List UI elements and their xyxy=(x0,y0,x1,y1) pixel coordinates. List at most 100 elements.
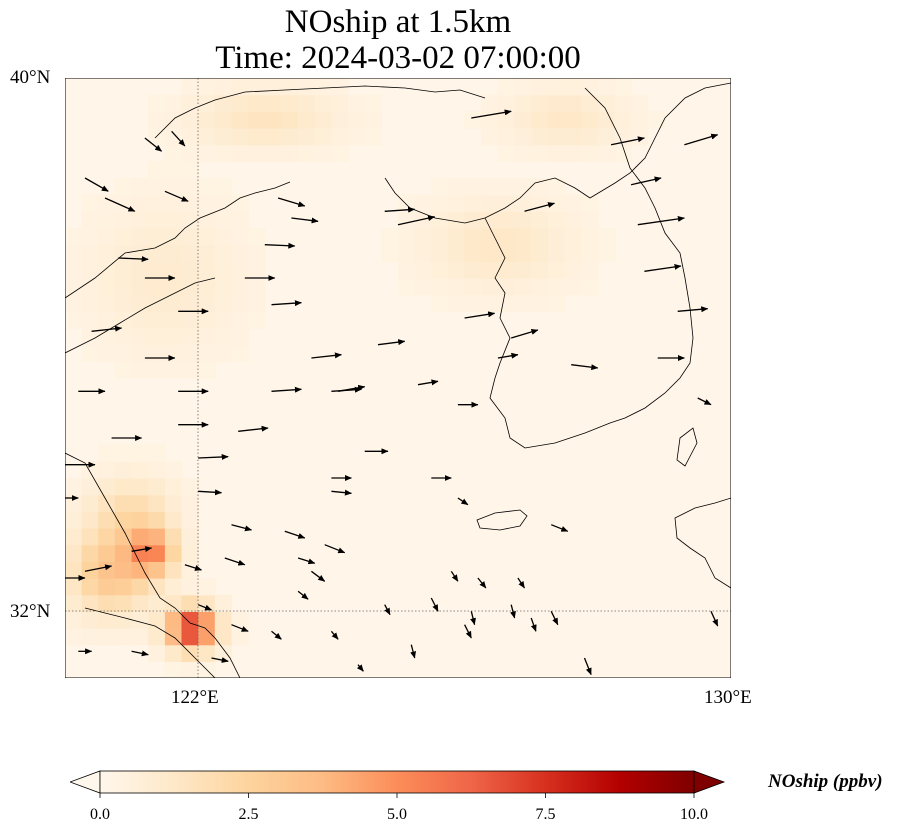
heat-cell xyxy=(481,211,499,229)
heat-cell xyxy=(614,78,632,96)
heat-cell xyxy=(447,294,466,312)
heat-cell xyxy=(198,328,216,346)
heat-cell xyxy=(581,111,599,129)
heat-cell xyxy=(481,228,499,246)
heat-cell xyxy=(98,444,116,462)
heat-cell xyxy=(131,211,149,229)
heat-cell xyxy=(131,278,149,296)
heat-cell xyxy=(431,194,449,212)
heat-cell xyxy=(231,228,249,246)
lat-tick-40n: 40°N xyxy=(10,67,51,88)
heat-cell xyxy=(597,111,616,129)
heat-cell xyxy=(131,444,149,462)
wind-arrow xyxy=(550,524,569,532)
heat-cell xyxy=(214,311,233,329)
heat-cell xyxy=(231,628,249,646)
heat-cell xyxy=(148,294,166,312)
heat-cell xyxy=(581,194,599,212)
wind-arrow xyxy=(184,564,202,571)
wind-arrow xyxy=(464,311,496,319)
heat-cell xyxy=(98,261,116,279)
heat-cell xyxy=(414,261,432,279)
wind-arrow xyxy=(710,611,719,627)
heat-cell xyxy=(81,294,99,312)
heat-cell xyxy=(198,628,216,646)
heat-cell xyxy=(214,178,233,196)
heat-cell xyxy=(497,111,516,129)
colorbar xyxy=(70,770,726,798)
heat-cell xyxy=(148,278,166,296)
wind-arrow xyxy=(331,489,352,496)
heat-cell xyxy=(81,228,99,246)
coastline-north-korea-east xyxy=(589,82,731,199)
heat-cell xyxy=(631,111,649,129)
heat-cell xyxy=(198,344,216,362)
heat-cell xyxy=(198,361,216,379)
heat-cell xyxy=(81,311,99,329)
heat-cell xyxy=(314,144,333,162)
heat-cell xyxy=(231,344,249,362)
heat-cell xyxy=(114,461,133,479)
heat-cell xyxy=(114,628,133,646)
heat-cell xyxy=(414,228,432,246)
wind-arrow xyxy=(311,352,342,359)
wind-arrow xyxy=(510,604,516,619)
heat-cell xyxy=(214,111,233,129)
heat-cell xyxy=(114,494,133,512)
wind-arrow xyxy=(271,300,302,307)
heat-cell xyxy=(181,578,199,596)
heat-cell xyxy=(164,561,183,579)
heat-cell xyxy=(231,194,249,212)
heat-cell xyxy=(148,494,166,512)
heat-cell xyxy=(481,94,499,112)
heat-cell xyxy=(148,511,166,529)
heat-cell xyxy=(181,111,199,129)
chart-title-line2: Time: 2024-03-02 07:00:00 xyxy=(215,40,581,76)
heat-cell xyxy=(431,278,449,296)
heat-cell xyxy=(531,128,549,146)
heat-cell xyxy=(114,444,133,462)
heat-cell xyxy=(65,244,83,262)
heat-cell xyxy=(464,194,482,212)
heat-cell xyxy=(164,294,183,312)
heat-cell xyxy=(198,594,216,612)
heat-cell xyxy=(614,144,632,162)
heat-cell xyxy=(497,294,516,312)
heat-cell xyxy=(331,128,349,146)
heat-cell xyxy=(414,278,432,296)
heat-cell xyxy=(331,111,349,129)
heat-cell xyxy=(148,628,166,646)
heat-cell xyxy=(65,228,83,246)
heat-cell xyxy=(98,278,116,296)
heat-cell xyxy=(464,261,482,279)
heat-cell xyxy=(65,261,83,279)
heat-cell xyxy=(531,111,549,129)
heat-cell xyxy=(298,111,316,129)
heat-cell xyxy=(148,528,166,546)
heat-cell xyxy=(414,244,432,262)
heat-cell xyxy=(531,228,549,246)
heat-cell xyxy=(431,261,449,279)
wind-arrow xyxy=(384,604,391,616)
heat-cell xyxy=(81,528,99,546)
heat-cell xyxy=(214,194,233,212)
heat-cell xyxy=(98,194,116,212)
heat-cell xyxy=(164,544,183,562)
colorbar-label: NOship (ppbv) xyxy=(768,771,883,792)
wind-arrow xyxy=(417,379,439,386)
coastline-jeju xyxy=(476,509,528,531)
heat-cell xyxy=(248,244,266,262)
map-plot-area xyxy=(65,78,731,678)
heat-cell xyxy=(398,228,416,246)
heat-cell xyxy=(514,294,532,312)
heat-cell xyxy=(148,111,166,129)
heat-cell xyxy=(131,344,149,362)
coastline-kyushu xyxy=(674,497,731,589)
wind-arrow xyxy=(397,215,436,226)
heat-cell xyxy=(431,228,449,246)
heat-cell xyxy=(131,228,149,246)
heat-cell xyxy=(98,611,116,629)
heat-cell xyxy=(131,361,149,379)
heat-cell xyxy=(547,94,566,112)
heat-cell xyxy=(98,594,116,612)
